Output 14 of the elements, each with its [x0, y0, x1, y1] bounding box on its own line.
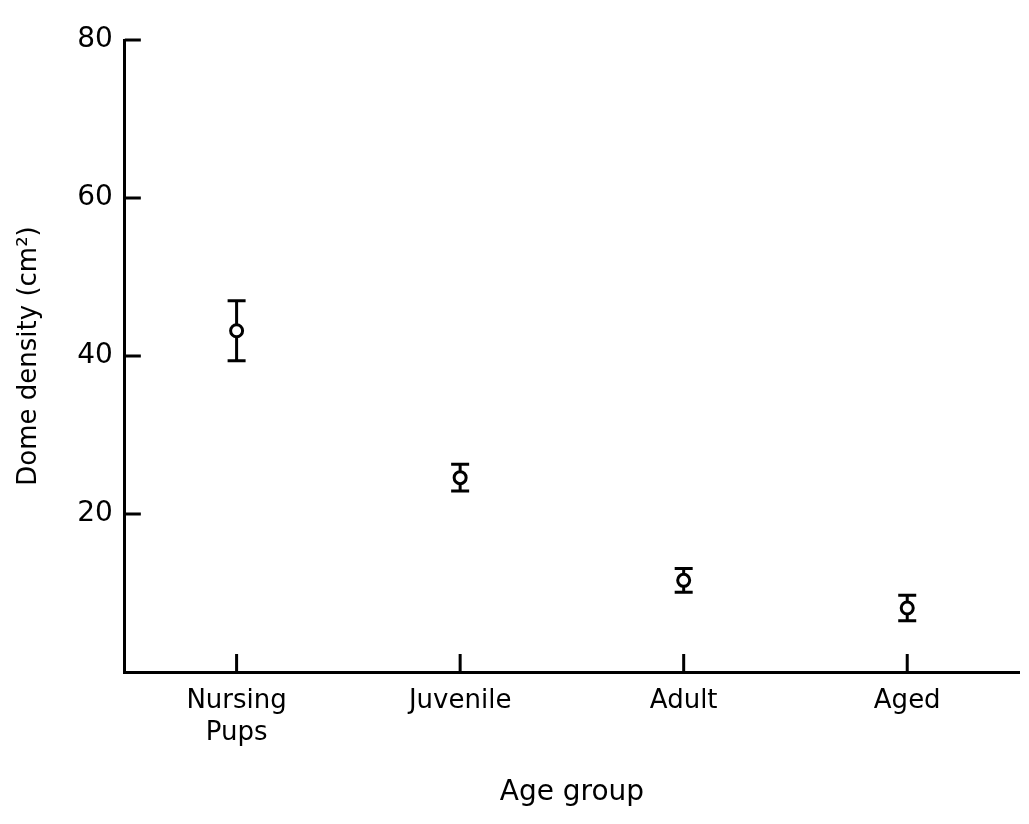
point — [676, 572, 692, 588]
y-tick-label: 80 — [77, 21, 113, 55]
y-tick-label: 60 — [77, 179, 113, 213]
y-tick-label: 20 — [77, 495, 113, 529]
y-axis-title: Dome density (cm²) — [12, 226, 43, 486]
x-tick-label: Aged — [873, 684, 941, 715]
x-tick-label: Adult — [649, 684, 718, 715]
point — [899, 600, 915, 616]
x-tick-label: Nursing Pups — [186, 684, 287, 746]
point — [229, 323, 245, 339]
x-tick-label: Juvenile — [406, 684, 512, 715]
y-tick-label: 40 — [77, 337, 113, 371]
x-axis-title: Age group — [499, 774, 645, 808]
point — [452, 470, 468, 486]
